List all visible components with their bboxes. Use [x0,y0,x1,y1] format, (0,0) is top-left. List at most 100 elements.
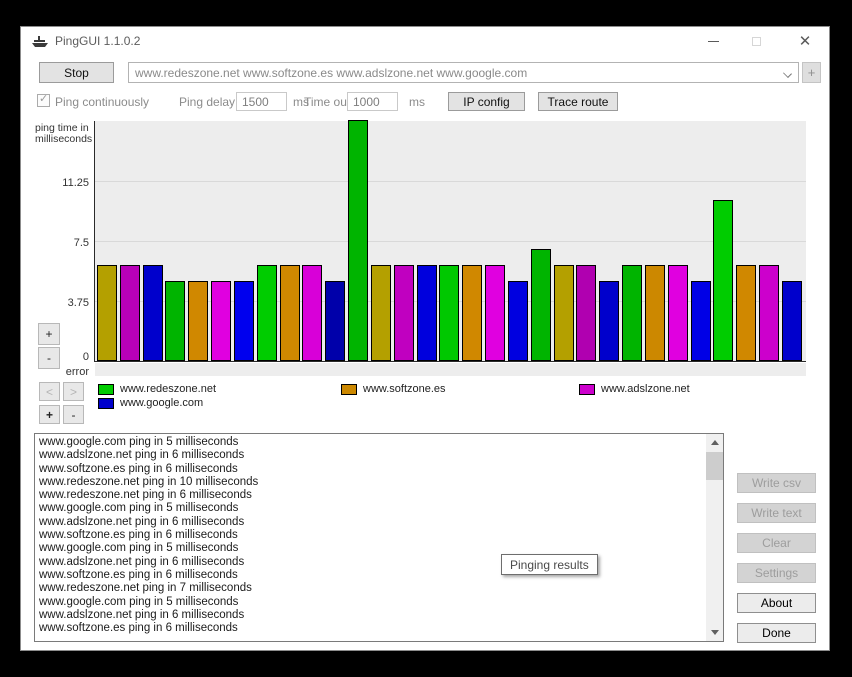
chart-bar-www.google.com [690,281,711,361]
legend-swatch-adslzone [579,383,595,395]
chart-bar-www.redeszone.net [530,249,551,361]
log-line: www.google.com ping in 5 milliseconds [39,436,239,448]
log-line: www.google.com ping in 5 milliseconds [39,595,239,608]
scale-up-button[interactable]: + [38,323,60,345]
chart-bar-www.redeszone.net [256,265,277,361]
log-line: www.softzone.es ping in 6 milliseconds [39,568,238,581]
ip-config-button[interactable]: IP config [448,92,525,111]
timeout-field-box [347,92,398,111]
log-line: www.softzone.es ping in 6 milliseconds [39,462,238,475]
done-button[interactable]: Done [737,623,816,643]
timeout-field [348,93,397,111]
chart-bar-www.softzone.es [736,265,757,361]
about-button[interactable]: About [737,593,816,613]
timeout-label: Time out [304,95,351,109]
log-line: www.adslzone.net ping in 6 milliseconds [39,515,245,528]
settings-button: Settings [737,563,816,583]
chart-bar-www.adslzone.net [759,265,780,361]
chart-bar-www.softzone.es [279,265,300,361]
title-bar[interactable]: PingGUI 1.1.0.2 ✕ [21,27,829,55]
chart-bar-www.adslzone.net [119,265,140,361]
scroll-down-icon [710,630,719,635]
chart-bar-www.adslzone.net [667,265,688,361]
log-scrollbar[interactable] [706,434,723,641]
scroll-down-arrow[interactable] [706,624,723,641]
legend-label-redeszone: www.redeszone.net [120,383,216,395]
legend-swatch-softzone [341,383,357,395]
gridline [95,241,806,242]
chart-bar-www.softzone.es [553,265,574,361]
chart-bar-www.softzone.es [644,265,665,361]
chevron-down-icon[interactable] [783,69,792,78]
scale-down-button[interactable]: - [38,347,60,369]
zoom-out-button[interactable]: - [63,405,84,424]
log-line: www.redeszone.net ping in 7 milliseconds [39,582,252,595]
close-icon: ✕ [798,32,812,50]
legend-item-softzone: www.softzone.es [341,383,446,395]
legend-swatch-redeszone [98,383,114,395]
window-title: PingGUI 1.1.0.2 [55,34,141,48]
chart-bar-www.google.com [325,281,346,361]
legend-label-adslzone: www.adslzone.net [601,383,690,395]
address-input[interactable] [129,63,778,82]
y-axis-label-line2: milliseconds [35,133,93,145]
chart-bar-www.softzone.es [97,265,117,361]
chart-bar-www.google.com [233,281,254,361]
legend-label-softzone: www.softzone.es [363,383,446,395]
minimize-button[interactable] [696,27,730,55]
scroll-up-arrow[interactable] [706,434,723,451]
chart-bar-www.adslzone.net [393,265,414,361]
legend-label-google: www.google.com [120,397,204,409]
chart-bar-www.google.com [599,281,620,361]
chart-bar-www.google.com [781,281,802,361]
minimize-icon [707,40,719,42]
ping-results-log[interactable]: www.google.com ping in 5 milliseconds www… [34,433,724,642]
scroll-up-icon [710,440,719,445]
pinging-results-tooltip: Pinging results [501,554,598,575]
y-tick-7-5: 7.5 [73,237,89,249]
ping-delay-unit: ms [293,95,309,109]
log-line: www.adslzone.net ping in 6 milliseconds [39,449,245,462]
scrollbar-thumb[interactable] [706,452,723,480]
timeout-unit: ms [409,95,425,109]
chart-bar-www.google.com [507,281,528,361]
ping-delay-field-box [236,92,287,111]
chart-bar-www.adslzone.net [302,265,323,361]
zoom-in-button[interactable]: + [39,405,60,424]
log-line: www.google.com ping in 5 milliseconds [39,502,239,515]
log-line: www.redeszone.net ping in 10 millisecond… [39,475,259,488]
maximize-button [739,27,773,55]
ping-delay-field [237,93,286,111]
log-line: www.softzone.es ping in 6 milliseconds [39,622,238,635]
y-tick-3-75: 3.75 [67,297,89,309]
legend-item-google: www.google.com [98,397,203,409]
app-ship-icon [32,36,48,47]
chart-bar-www.redeszone.net [348,120,369,361]
ping-chart-plot-area [94,120,806,362]
y-axis-label-line1: ping time in [35,122,89,134]
close-button[interactable]: ✕ [788,27,822,55]
add-address-button: + [802,62,821,83]
scroll-left-button: < [39,382,60,401]
log-line: www.redeszone.net ping in 6 milliseconds [39,489,252,502]
chart-bar-www.redeszone.net [622,265,643,361]
chart-bar-www.redeszone.net [439,265,460,361]
ping-continuously-checkbox: ✓ [37,93,50,107]
maximize-icon [751,36,761,46]
legend-swatch-google [98,397,114,409]
chart-bar-www.redeszone.net [165,281,186,361]
gridline [95,181,806,182]
address-combobox[interactable] [128,62,799,83]
error-row-label: error [65,366,89,378]
chart-bar-www.google.com [142,265,163,361]
log-lines: www.google.com ping in 5 milliseconds www… [39,436,703,635]
chart-bar-www.adslzone.net [576,265,597,361]
trace-route-button[interactable]: Trace route [538,92,618,111]
pinggui-window: PingGUI 1.1.0.2 ✕ Stop + ✓ Ping continuo… [20,26,830,651]
clear-button: Clear [737,533,816,553]
stop-button[interactable]: Stop [39,62,114,83]
chart-bar-www.google.com [416,265,437,361]
log-line: www.adslzone.net ping in 6 milliseconds [39,555,245,568]
legend-item-redeszone: www.redeszone.net [98,383,216,395]
ping-delay-label: Ping delay [179,95,236,109]
